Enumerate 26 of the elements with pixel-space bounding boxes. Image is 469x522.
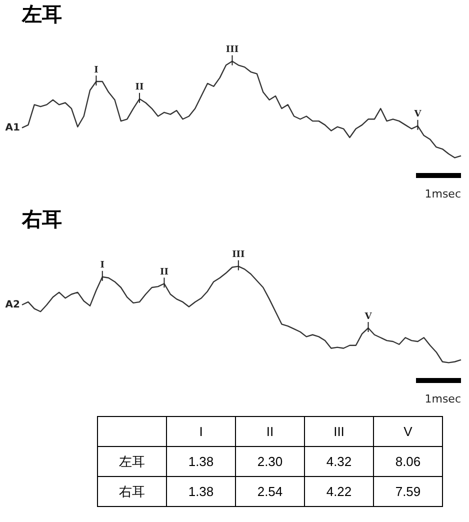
annotation: I — [100, 260, 104, 271]
annotation: II — [135, 82, 144, 93]
x-tick-label: III — [304, 416, 374, 446]
data-label: 1.38 — [166, 476, 236, 506]
x-tick-label: I — [166, 416, 236, 446]
annotation: A1 — [5, 122, 20, 134]
chart-title: 右耳 — [21, 207, 62, 232]
x-tick-label: V — [374, 416, 442, 446]
annotation: V — [364, 312, 373, 322]
data-label: 1.38 — [166, 446, 236, 476]
text: 1msec — [424, 187, 461, 200]
data-label: 8.06 — [374, 446, 442, 476]
data-label: 2.54 — [236, 476, 304, 506]
annotation: A2 — [5, 299, 20, 310]
annotation: I — [94, 65, 98, 76]
annotation: III — [226, 45, 239, 56]
data-label: 7.59 — [374, 476, 442, 506]
data-label: 4.22 — [304, 476, 374, 506]
annotation: II — [160, 267, 168, 278]
annotation: III — [232, 250, 245, 260]
data-label: 2.30 — [236, 446, 304, 476]
x-tick-label: II — [236, 416, 304, 446]
text: 1msec — [424, 392, 461, 406]
chart-title: 左耳 — [21, 2, 62, 26]
annotation: V — [413, 110, 422, 120]
data-label: 4.32 — [304, 446, 374, 476]
